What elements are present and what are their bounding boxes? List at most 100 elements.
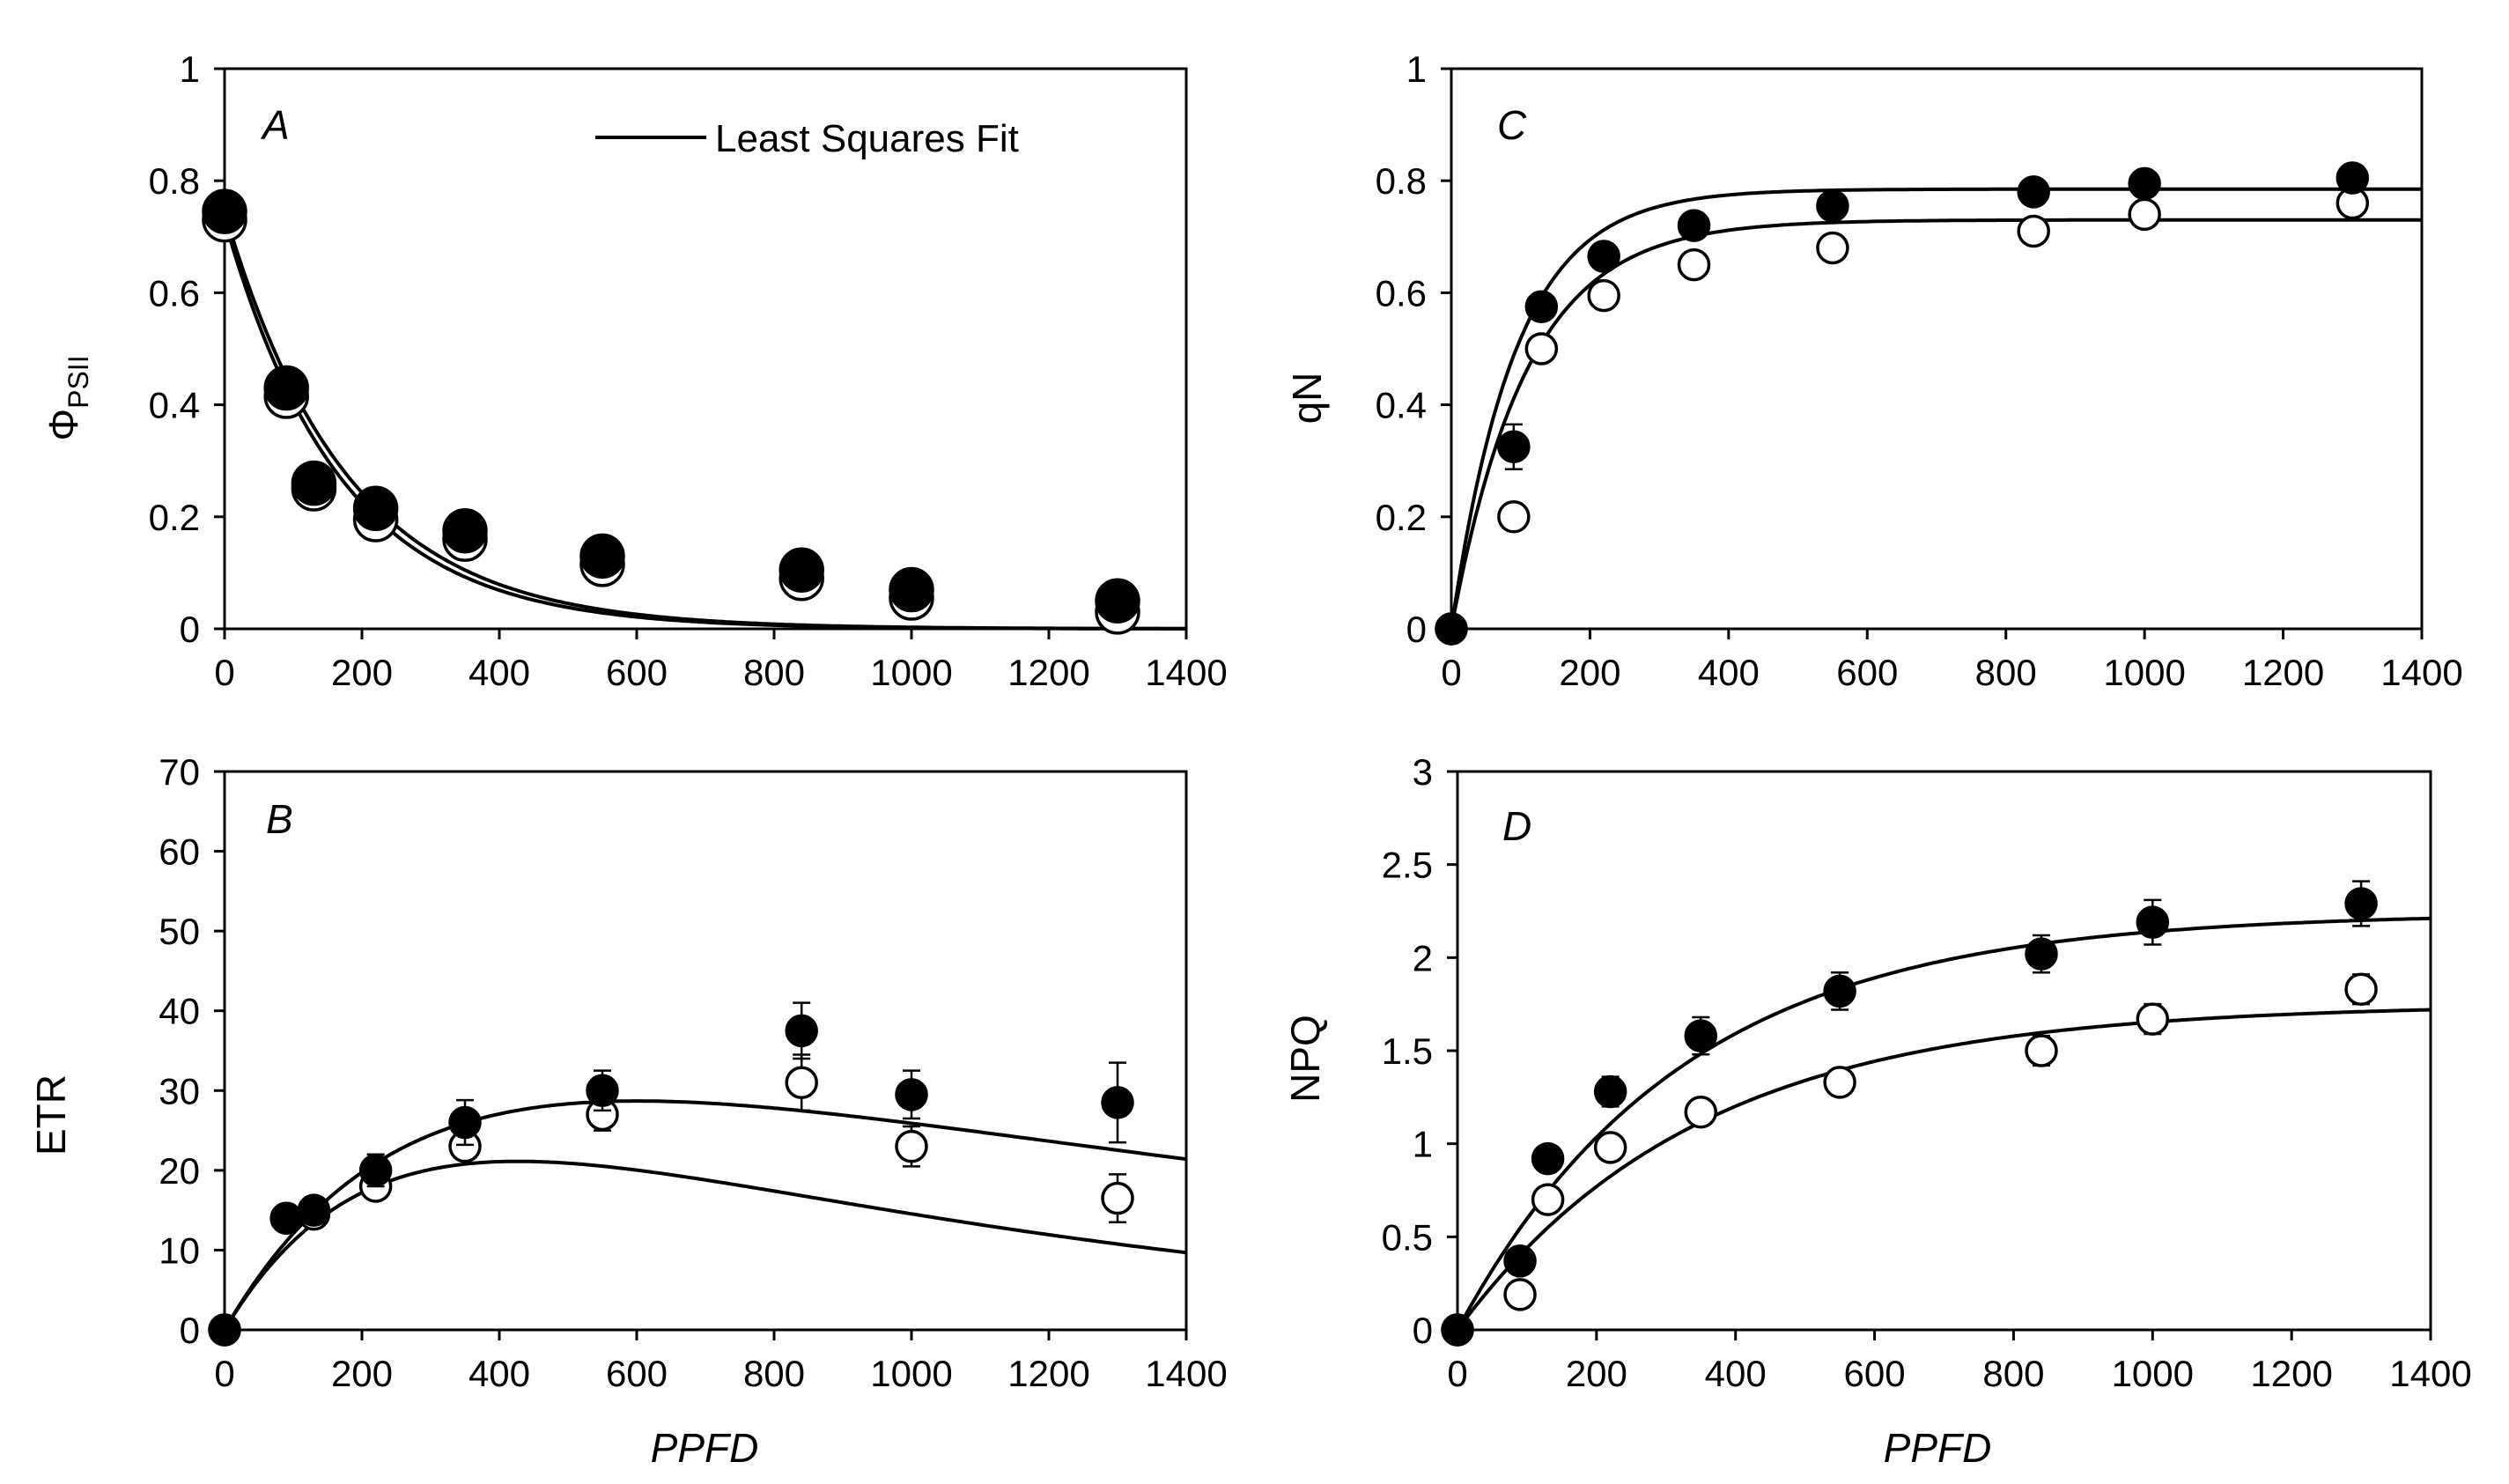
panel-B-x-label: PPFD	[651, 1425, 759, 1471]
panel-A-filled-point	[291, 460, 337, 506]
panel-D-y-tick-label: 3	[1413, 751, 1433, 793]
panel-B-x-tick-label: 1000	[870, 1353, 952, 1394]
panel-D-y-tick-label: 2	[1413, 937, 1433, 978]
panel-A-filled-point	[263, 365, 309, 411]
panel-B-filled-point	[895, 1078, 928, 1111]
panel-C-open-point	[1524, 332, 1559, 365]
panel-D-y-tick-label: 1	[1413, 1124, 1433, 1165]
panel-C-x-tick-label: 1000	[2103, 652, 2185, 693]
panel-C-x-tick-label: 1200	[2242, 652, 2324, 693]
panel-C: 0 200 400 600 800 1000 1200 140000.20.40.60.81 …	[1284, 48, 2463, 693]
panel-D-filled-point	[1593, 1074, 1627, 1109]
panel-C-x-tick-label: 400	[1698, 652, 1760, 693]
panel-A-y-tick-label: 0.8	[149, 160, 200, 202]
panel-B-y-tick-label: 40	[159, 991, 200, 1032]
panel-D-x-tick-label: 600	[1844, 1353, 1906, 1394]
panel-A-x-tick-label: 0	[214, 652, 234, 693]
panel-A-y-tick-label: 0	[180, 609, 200, 650]
panel-B-open-point	[895, 1129, 928, 1163]
panel-A: 0 200 400 600 800 1000 1200 140000.20.40.60.81 …	[41, 48, 1228, 693]
panel-A-marks: 0 200 400 600 800 1000 1200 1400 0 0.2 0.4 0.6 0.8 1	[149, 48, 1228, 693]
panel-A-x-tick-label: 1000	[870, 652, 952, 693]
panel-A-filled-point	[579, 533, 625, 580]
panel-A-label: A	[260, 102, 290, 148]
panel-B-x-tick-label: 0	[214, 1353, 234, 1394]
panel-D-open-point	[2344, 972, 2378, 1007]
panel-A-y-label-sub: PSII	[63, 355, 94, 408]
panel-D-x-tick-label: 800	[1982, 1353, 2044, 1394]
panel-D-filled-point	[2025, 937, 2058, 971]
panel-D-filled-point	[2136, 905, 2170, 939]
panel-D: 0 200 400 600 800 1000 1200 1400 0 0.5 1 1.5 2 2.5 3 D…	[1282, 751, 2472, 1471]
panel-A-x-tick-label: 800	[743, 652, 805, 693]
panel-A-x-tick-label: 1200	[1007, 652, 1089, 693]
panel-D-filled-point	[1823, 974, 1856, 1008]
legend: Least Squares Fit	[595, 117, 1019, 160]
panel-A-filled-point	[352, 485, 399, 532]
panel-B-y-tick-label: 0	[180, 1310, 200, 1351]
panel-C-y-tick-label: 0.6	[1376, 272, 1427, 314]
panel-D-open-point	[2025, 1034, 2058, 1067]
panel-D-x-tick-label: 1000	[2112, 1353, 2194, 1394]
panel-B-frame	[223, 770, 1188, 1332]
panel-C-open-point	[1677, 247, 1711, 282]
legend-label: Least Squares Fit	[715, 117, 1019, 160]
panel-B-filled-point	[586, 1074, 619, 1108]
panel-C-x-tick-label: 600	[1836, 652, 1898, 693]
panel-A-filled-point	[779, 547, 824, 593]
panel-D-open-point	[1531, 1183, 1565, 1216]
panel-C-filled-point	[1524, 290, 1559, 324]
panel-D-y-tick-label: 1.5	[1382, 1030, 1433, 1072]
panel-C-fit-curve-1	[1450, 187, 2422, 630]
panel-A-x-tick-label: 1400	[1145, 652, 1227, 693]
panel-D-fit-curve-2	[1456, 1008, 2432, 1332]
panel-D-label: D	[1502, 803, 1531, 849]
panel-D-y-tick-label: 2.5	[1382, 845, 1433, 886]
panel-A-y-label: ΦPSII	[41, 355, 94, 440]
panel-C-filled-point	[1587, 240, 1620, 273]
panel-C-frame	[1450, 67, 2424, 631]
panel-B-y-tick-label: 30	[159, 1070, 200, 1111]
panel-B-filled-point	[358, 1154, 393, 1187]
panel-B-filled-point	[269, 1201, 303, 1235]
panel-A-y-tick-label: 0.4	[149, 385, 200, 426]
panel-B: 0 200 400 600 800 1000 1200 1400 0 10 20 30 40 50 60 70…	[28, 751, 1228, 1471]
panel-C-y-label: qN	[1284, 373, 1330, 425]
panel-A-y-tick-label: 0.6	[149, 272, 200, 314]
panel-A-filled-point	[889, 566, 934, 613]
panel-C-open-point	[1587, 278, 1620, 313]
panel-B-x-tick-label: 200	[331, 1353, 393, 1394]
panel-B-filled-point	[1101, 1086, 1134, 1119]
panel-A-x-tick-label: 200	[331, 652, 393, 693]
panel-B-x-tick-label: 400	[469, 1353, 530, 1394]
panel-D-open-point	[1684, 1095, 1717, 1129]
panel-D-marks: 0 200 400 600 800 1000 1200 1400 0 0.5 1 1.5 2 2.5 3	[1382, 751, 2472, 1394]
panel-B-y-tick-label: 60	[159, 831, 200, 873]
panel-D-filled-point	[1503, 1244, 1537, 1278]
panel-B-x-tick-label: 1200	[1007, 1353, 1089, 1394]
panel-C-y-tick-label: 0.8	[1376, 160, 1427, 202]
panel-B-open-point	[1101, 1181, 1134, 1215]
panel-B-y-tick-label: 20	[159, 1150, 200, 1192]
panel-A-x-tick-label: 400	[469, 652, 530, 693]
panel-C-x-tick-label: 200	[1559, 652, 1620, 693]
panel-D-fit-curve-1	[1456, 916, 2432, 1331]
panel-C-label: C	[1497, 102, 1527, 148]
panel-B-filled-point	[297, 1193, 331, 1227]
panel-B-filled-point	[448, 1105, 482, 1140]
panel-D-open-point	[2136, 1002, 2170, 1036]
panel-C-x-tick-label: 0	[1441, 652, 1461, 693]
panel-D-y-tick-label: 0	[1413, 1310, 1433, 1351]
panel-D-x-tick-label: 400	[1705, 1353, 1767, 1394]
panel-B-y-tick-label: 70	[159, 751, 200, 793]
panel-C-filled-point	[2336, 161, 2370, 195]
panel-C-filled-point	[1816, 189, 1849, 223]
panel-B-x-tick-label: 800	[743, 1353, 805, 1394]
panel-A-y-tick-label: 0.2	[149, 497, 200, 538]
panel-B-filled-point	[785, 1014, 818, 1048]
panel-C-open-point	[1497, 500, 1531, 534]
panel-B-label: B	[266, 796, 293, 842]
panel-C-y-tick-label: 0.4	[1376, 385, 1427, 426]
